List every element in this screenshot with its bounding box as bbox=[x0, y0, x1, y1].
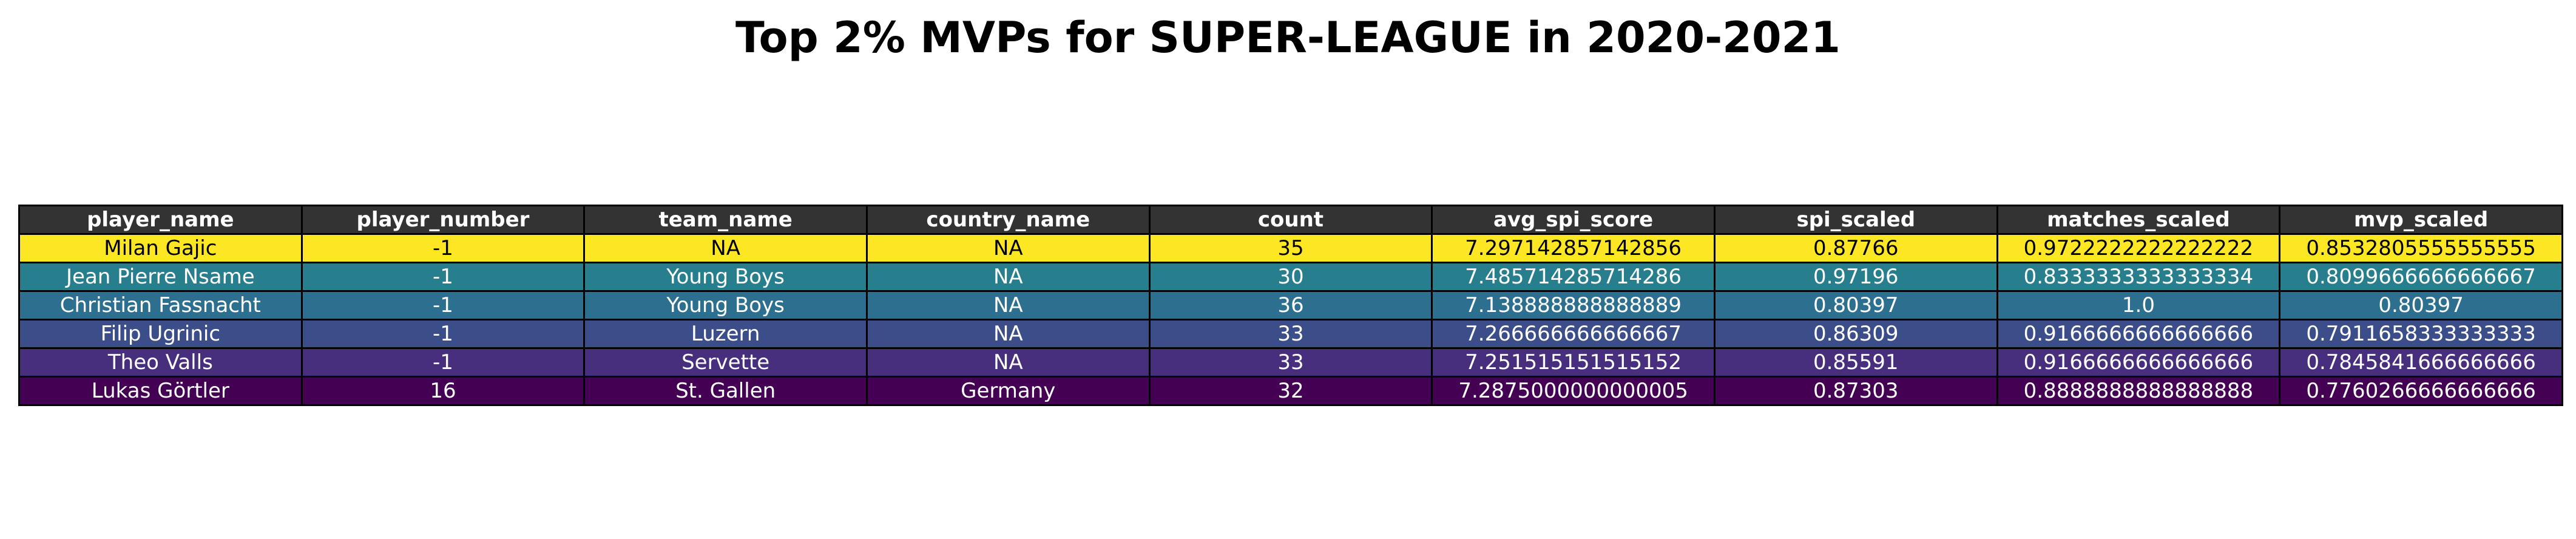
table-cell-team-name: Young Boys bbox=[583, 290, 868, 320]
table-cell-spi-scaled: 0.87766 bbox=[1713, 233, 1998, 263]
table-row: Milan Gajic -1 NA NA 35 7.297142857142856 0.87… bbox=[18, 233, 2563, 263]
table-cell-count: 33 bbox=[1148, 319, 1433, 349]
table-row: Lukas Görtler 16 St. Gallen Germany 32 7.2875… bbox=[18, 376, 2563, 406]
table-cell-count: 30 bbox=[1148, 262, 1433, 292]
table-cell-team-name: Luzern bbox=[583, 319, 868, 349]
table-cell-mvp-scaled: 0.80397 bbox=[2279, 290, 2563, 320]
table-cell-player-number: -1 bbox=[300, 319, 586, 349]
mvp-table-container: player_name player_number team_name country… bbox=[18, 205, 2563, 406]
table-cell-player-name: Christian Fassnacht bbox=[18, 290, 303, 320]
table-row: Jean Pierre Nsame -1 Young Boys NA 30 7.48571… bbox=[18, 262, 2563, 292]
table-cell-mvp-scaled: 0.7911658333333333 bbox=[2279, 319, 2563, 349]
table-cell-player-name: Jean Pierre Nsame bbox=[18, 262, 303, 292]
table-cell-mvp-scaled: 0.7760266666666666 bbox=[2279, 376, 2563, 406]
table-cell-spi-scaled: 0.80397 bbox=[1713, 290, 1998, 320]
table-cell-mvp-scaled: 0.8532805555555555 bbox=[2279, 233, 2563, 263]
column-header-country-name: country_name bbox=[865, 205, 1151, 235]
table-cell-avg-spi-score: 7.2875000000000005 bbox=[1431, 376, 1716, 406]
table-cell-country-name: NA bbox=[865, 290, 1151, 320]
table-cell-team-name: St. Gallen bbox=[583, 376, 868, 406]
table-cell-count: 33 bbox=[1148, 347, 1433, 378]
table-cell-matches-scaled: 1.0 bbox=[1996, 290, 2281, 320]
chart-title: Top 2% MVPs for SUPER-LEAGUE in 2020-202… bbox=[735, 13, 1841, 63]
table-body: Milan Gajic -1 NA NA 35 7.297142857142856 0.87… bbox=[18, 233, 2563, 406]
column-header-spi-scaled: spi_scaled bbox=[1713, 205, 1998, 235]
table-cell-player-name: Theo Valls bbox=[18, 347, 303, 378]
table-cell-player-number: -1 bbox=[300, 262, 586, 292]
table-cell-country-name: NA bbox=[865, 233, 1151, 263]
table-cell-avg-spi-score: 7.138888888888889 bbox=[1431, 290, 1716, 320]
table-cell-matches-scaled: 0.9722222222222222 bbox=[1996, 233, 2281, 263]
mvp-table: player_name player_number team_name country… bbox=[18, 205, 2563, 406]
table-cell-player-number: -1 bbox=[300, 290, 586, 320]
column-header-player-number: player_number bbox=[300, 205, 586, 235]
table-cell-country-name: Germany bbox=[865, 376, 1151, 406]
table-cell-count: 35 bbox=[1148, 233, 1433, 263]
table-cell-matches-scaled: 0.9166666666666666 bbox=[1996, 319, 2281, 349]
table-cell-country-name: NA bbox=[865, 319, 1151, 349]
table-cell-avg-spi-score: 7.485714285714286 bbox=[1431, 262, 1716, 292]
table-cell-avg-spi-score: 7.297142857142856 bbox=[1431, 233, 1716, 263]
column-header-avg-spi-score: avg_spi_score bbox=[1431, 205, 1716, 235]
column-header-count: count bbox=[1148, 205, 1433, 235]
table-cell-player-name: Lukas Görtler bbox=[18, 376, 303, 406]
table-cell-player-number: -1 bbox=[300, 233, 586, 263]
table-cell-mvp-scaled: 0.8099666666666667 bbox=[2279, 262, 2563, 292]
table-cell-team-name: Servette bbox=[583, 347, 868, 378]
table-cell-player-number: -1 bbox=[300, 347, 586, 378]
table-cell-spi-scaled: 0.86309 bbox=[1713, 319, 1998, 349]
table-cell-mvp-scaled: 0.7845841666666666 bbox=[2279, 347, 2563, 378]
table-cell-player-name: Milan Gajic bbox=[18, 233, 303, 263]
table-row: Theo Valls -1 Servette NA 33 7.25151515151515… bbox=[18, 347, 2563, 378]
table-cell-matches-scaled: 0.8333333333333334 bbox=[1996, 262, 2281, 292]
table-cell-matches-scaled: 0.9166666666666666 bbox=[1996, 347, 2281, 378]
table-cell-spi-scaled: 0.87303 bbox=[1713, 376, 1998, 406]
column-header-matches-scaled: matches_scaled bbox=[1996, 205, 2281, 235]
table-cell-player-name: Filip Ugrinic bbox=[18, 319, 303, 349]
column-header-mvp-scaled: mvp_scaled bbox=[2279, 205, 2563, 235]
table-header-row: player_name player_number team_name country… bbox=[18, 205, 2563, 235]
table-cell-team-name: NA bbox=[583, 233, 868, 263]
table-row: Christian Fassnacht -1 Young Boys NA 36 7.138… bbox=[18, 290, 2563, 320]
table-cell-avg-spi-score: 7.251515151515152 bbox=[1431, 347, 1716, 378]
table-cell-team-name: Young Boys bbox=[583, 262, 868, 292]
table-cell-count: 36 bbox=[1148, 290, 1433, 320]
table-cell-avg-spi-score: 7.266666666666667 bbox=[1431, 319, 1716, 349]
table-cell-country-name: NA bbox=[865, 347, 1151, 378]
column-header-team-name: team_name bbox=[583, 205, 868, 235]
table-row: Filip Ugrinic -1 Luzern NA 33 7.2666666666666… bbox=[18, 319, 2563, 349]
table-cell-country-name: NA bbox=[865, 262, 1151, 292]
table-cell-spi-scaled: 0.85591 bbox=[1713, 347, 1998, 378]
table-cell-spi-scaled: 0.97196 bbox=[1713, 262, 1998, 292]
table-cell-matches-scaled: 0.8888888888888888 bbox=[1996, 376, 2281, 406]
table-cell-player-number: 16 bbox=[300, 376, 586, 406]
table-cell-count: 32 bbox=[1148, 376, 1433, 406]
column-header-player-name: player_name bbox=[18, 205, 303, 235]
